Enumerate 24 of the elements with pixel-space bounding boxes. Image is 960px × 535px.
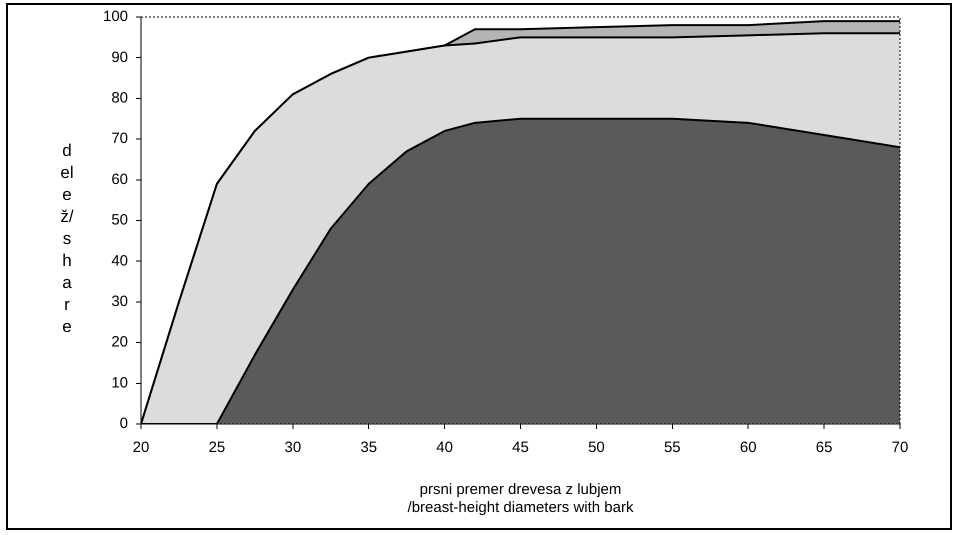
x-tick-label: 55 (664, 439, 681, 456)
x-tick-label: 20 (132, 439, 150, 456)
y-tick-label: 50 (111, 212, 128, 229)
text: delež/share (60, 141, 74, 336)
y-tick-label: 100 (102, 8, 128, 26)
y-tick-label: 90 (111, 48, 128, 66)
y-tick-label: 20 (111, 334, 128, 351)
y-tick-label: 0 (120, 415, 128, 432)
x-tick-label: 40 (436, 439, 453, 456)
y-tick-label: 70 (111, 130, 128, 148)
y-tick-label: 10 (111, 374, 128, 392)
y-tick-label: 30 (111, 293, 128, 310)
x-tick-label: 25 (208, 439, 226, 456)
x-tick-label: 35 (360, 439, 378, 456)
y-tick-label: 60 (111, 170, 128, 188)
y-tick-label: 80 (111, 90, 128, 107)
x-tick-label: 70 (892, 439, 908, 456)
x-tick-label: 45 (512, 439, 529, 456)
x-tick-label: 65 (816, 439, 832, 456)
y-tick-label: 40 (111, 252, 128, 270)
x-tick-label: 60 (740, 439, 757, 456)
x-tick-label: 50 (588, 439, 605, 456)
x-tick-label: 30 (284, 439, 302, 456)
x-axis-title: prsni premer drevesa z lubjem /breast-height diameters with bark (408, 481, 634, 516)
